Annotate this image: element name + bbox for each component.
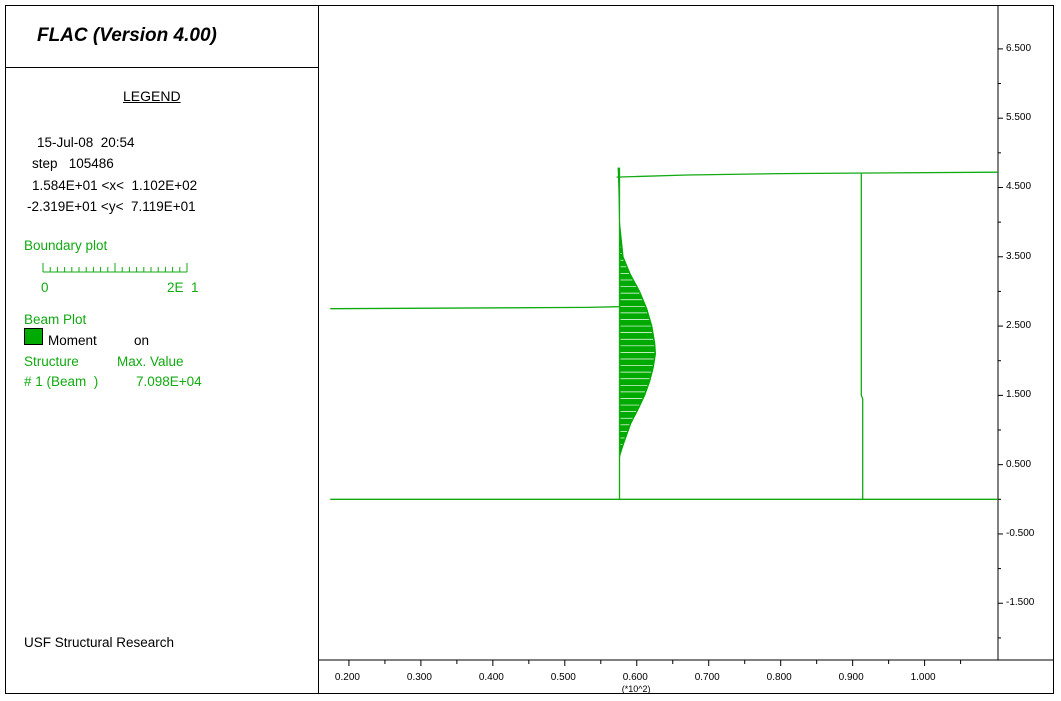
moment-label: Moment bbox=[48, 333, 97, 348]
x-tick-label: 0.900 bbox=[838, 672, 864, 683]
moment-state: on bbox=[134, 333, 150, 348]
legend-heading: LEGEND bbox=[123, 88, 181, 104]
boundary-left-soil-surface bbox=[330, 306, 619, 310]
x-tick-label: 0.600 bbox=[622, 672, 648, 683]
beam-plot-label: Beam Plot bbox=[24, 312, 87, 327]
legend-panel: FLAC (Version 4.00) LEGEND 15-Jul-08 20:… bbox=[5, 5, 319, 694]
boundary-right-soil-surface bbox=[616, 171, 999, 178]
boundary-right-wall bbox=[860, 173, 864, 500]
plot-frame bbox=[5, 5, 1054, 694]
moment-color-swatch bbox=[24, 328, 43, 345]
y-tick-label: 1.500 bbox=[1006, 389, 1032, 401]
x-axis-multiplier-label: (*10^2) bbox=[621, 684, 651, 694]
title-box: FLAC (Version 4.00) bbox=[5, 5, 318, 68]
y-tick-label: -0.500 bbox=[1006, 527, 1035, 539]
x-tick-label: 0.300 bbox=[406, 672, 432, 683]
x-tick-label: 0.200 bbox=[334, 672, 360, 683]
scale-bar bbox=[42, 263, 188, 273]
boundary-plot-label: Boundary plot bbox=[24, 238, 108, 253]
legend-step: step 105486 bbox=[32, 156, 114, 171]
footer-credit: USF Structural Research bbox=[24, 635, 175, 650]
y-tick-label: 5.500 bbox=[1006, 112, 1032, 124]
scale-min-label: 0 bbox=[41, 280, 49, 295]
structure-header: Structure bbox=[24, 354, 79, 369]
structure-row-name: # 1 (Beam ) bbox=[24, 374, 99, 389]
y-tick-label: 0.500 bbox=[1006, 458, 1032, 470]
x-tick-label: 0.400 bbox=[478, 672, 504, 683]
x-tick-label: 0.800 bbox=[766, 672, 792, 683]
structure-row-value: 7.098E+04 bbox=[136, 374, 202, 389]
legend-x-range: 1.584E+01 <x< 1.102E+02 bbox=[32, 178, 198, 193]
y-tick-label: 3.500 bbox=[1006, 250, 1032, 262]
y-tick-label: 6.500 bbox=[1006, 42, 1032, 54]
y-tick-label: 4.500 bbox=[1006, 181, 1032, 193]
max-value-header: Max. Value bbox=[117, 354, 184, 369]
legend-date: 15-Jul-08 20:54 bbox=[37, 135, 135, 150]
y-tick-label: -1.500 bbox=[1006, 597, 1035, 609]
y-tick-label: 2.500 bbox=[1006, 320, 1032, 332]
scale-max-label: 2E 1 bbox=[167, 280, 199, 295]
x-tick-label: 0.500 bbox=[550, 672, 576, 683]
x-tick-label: 0.700 bbox=[694, 672, 720, 683]
legend-y-range: -2.319E+01 <y< 7.119E+01 bbox=[27, 199, 196, 214]
x-tick-label: 1.000 bbox=[910, 672, 936, 683]
app-title: FLAC (Version 4.00) bbox=[37, 25, 217, 46]
